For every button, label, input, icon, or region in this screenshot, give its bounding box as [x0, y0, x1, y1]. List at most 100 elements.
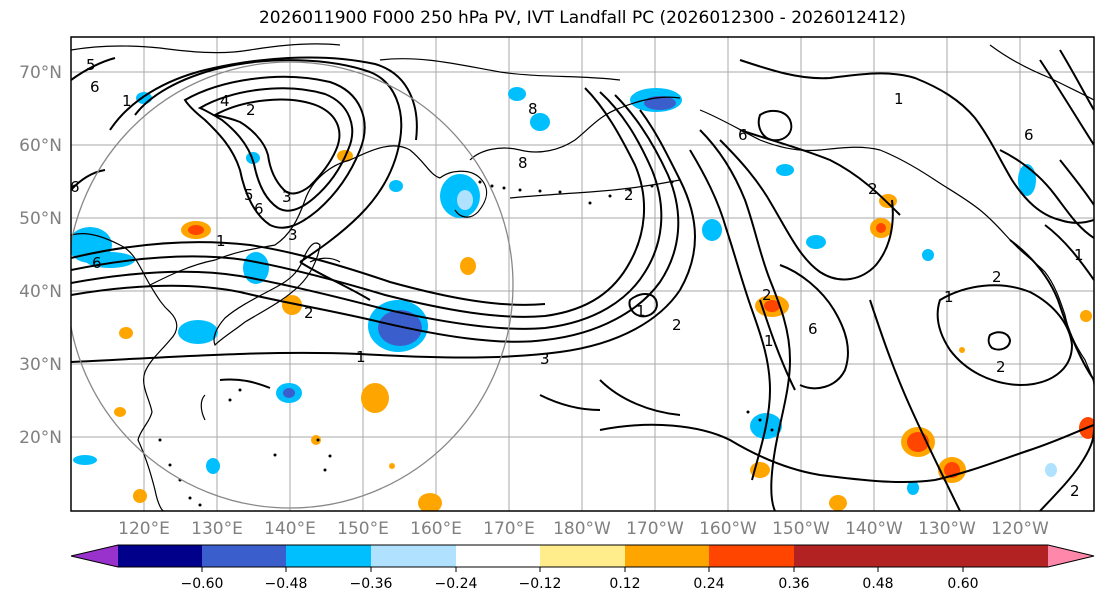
lon-label-150w: 150°W — [772, 519, 830, 539]
colorbar-tick-label: 0.60 — [947, 576, 978, 592]
pos-anomaly — [114, 407, 126, 417]
lon-label-140e: 140°E — [264, 519, 316, 539]
islands — [158, 180, 774, 507]
contour-label: 2 — [246, 101, 256, 119]
longitude-labels: 120°E 130°E 140°E 150°E 160°E 170°E 180°… — [118, 519, 1049, 539]
colorbar-tick-label: 0.24 — [693, 576, 724, 592]
colorbar-segment — [625, 545, 709, 567]
pos-anomaly — [1080, 310, 1092, 322]
neg-anomaly — [806, 235, 826, 249]
neg-anomaly — [508, 87, 526, 101]
lon-label-160e: 160°E — [410, 519, 462, 539]
pos-anomaly — [418, 493, 442, 511]
contour-label: 3 — [540, 350, 550, 368]
lat-label-50n: 50°N — [19, 209, 62, 229]
lon-label-130e: 130°E — [191, 519, 243, 539]
neg-anomaly — [776, 164, 794, 176]
colorbar-tick-label: 0.12 — [609, 576, 640, 592]
contour-label: 5 — [244, 186, 254, 204]
colorbar-segment — [540, 545, 625, 567]
colorbar-segment — [286, 545, 371, 567]
contour-label: 6 — [92, 254, 102, 272]
contour-label: 6 — [1024, 126, 1034, 144]
neg-anomaly — [907, 481, 919, 495]
contour-label: 2 — [996, 358, 1006, 376]
neg-anomaly — [389, 180, 403, 192]
neg-anomaly — [283, 388, 295, 398]
contour-label: 3 — [282, 188, 292, 206]
lon-label-130w: 130°W — [918, 519, 976, 539]
colorbar-extend-low — [71, 545, 118, 567]
lat-label-20n: 20°N — [19, 428, 62, 448]
neg-anomaly — [378, 310, 422, 346]
contour-label: 2 — [1070, 482, 1080, 500]
latitude-labels: 70°N 60°N 50°N 40°N 30°N 20°N — [19, 63, 62, 448]
lon-label-150e: 150°E — [337, 519, 389, 539]
colorbar-ticks — [201, 567, 964, 572]
colorbar-segment — [878, 545, 963, 567]
contour-label: 2 — [672, 316, 682, 334]
colorbar-tick-label: −0.48 — [265, 576, 308, 592]
contour-label: 1 — [764, 332, 774, 350]
neg-anomaly — [922, 249, 934, 261]
neg-anomaly — [644, 96, 676, 110]
contour-labels: 5 6 1 4 2 6 3 5 3 6 1 6 2 1 3 8 8 6 2 1 … — [71, 56, 1084, 500]
lon-label-170w: 170°W — [626, 519, 684, 539]
colorbar-segment — [118, 545, 202, 567]
neg-anomaly — [530, 113, 550, 131]
lat-label-40n: 40°N — [19, 282, 62, 302]
contour-label: 4 — [220, 92, 230, 110]
contour-label: 3 — [288, 226, 298, 244]
neg-anomaly — [702, 219, 722, 241]
colorbar-segment — [371, 545, 456, 567]
colorbar-tick-label: −0.24 — [435, 576, 478, 592]
lon-label-120w: 120°W — [991, 519, 1049, 539]
page-title: 2026011900 F000 250 hPa PV, IVT Landfall… — [258, 8, 906, 28]
pos-anomaly — [460, 257, 476, 275]
pv-anomaly-fills — [71, 87, 1094, 511]
contour-label: 1 — [1074, 246, 1084, 264]
contour-label: 2 — [624, 186, 634, 204]
lat-label-70n: 70°N — [19, 63, 62, 83]
pos-anomaly — [829, 495, 847, 511]
contour-label: 1 — [894, 90, 904, 108]
pos-anomaly — [959, 347, 965, 353]
lat-label-60n: 60°N — [19, 136, 62, 156]
colorbar-segment — [202, 545, 286, 567]
contour-label: 8 — [528, 100, 538, 118]
colorbar-segment — [794, 545, 878, 567]
pos-anomaly — [764, 300, 780, 312]
pos-anomaly — [282, 295, 302, 315]
colorbar-extend-high — [1048, 545, 1094, 567]
colorbar-tick-label: 0.36 — [778, 576, 809, 592]
neg-anomaly — [1018, 164, 1036, 196]
lon-label-160w: 160°W — [699, 519, 757, 539]
pos-anomaly — [119, 327, 133, 339]
contour-label: 6 — [738, 126, 748, 144]
lat-label-30n: 30°N — [19, 355, 62, 375]
neg-anomaly — [206, 458, 220, 474]
contour-label: 8 — [518, 154, 528, 172]
lon-label-120e: 120°E — [118, 519, 170, 539]
lon-label-180w: 180°W — [553, 519, 611, 539]
contour-label: 1 — [122, 92, 132, 110]
contour-label: 5 — [86, 56, 96, 74]
contour-label: 2 — [762, 286, 772, 304]
colorbar-tick-label: −0.12 — [519, 576, 562, 592]
contour-label: 1 — [356, 348, 366, 366]
contour-label: 2 — [304, 304, 314, 322]
contour-label: 1 — [636, 302, 646, 320]
colorbar-tick-label: 0.48 — [862, 576, 893, 592]
pv-contours — [71, 49, 1094, 511]
neg-anomaly — [1045, 463, 1057, 477]
colorbar-segment — [709, 545, 794, 567]
colorbar-segment — [963, 545, 1048, 567]
map-frame — [70, 36, 1095, 512]
neg-anomaly — [457, 190, 473, 210]
neg-anomaly — [178, 320, 218, 344]
contour-label: 2 — [992, 268, 1002, 286]
landfall-radius-circle — [71, 61, 514, 509]
pos-anomaly — [361, 383, 389, 413]
contour-label: 1 — [216, 232, 226, 250]
contour-label: 6 — [254, 200, 264, 218]
